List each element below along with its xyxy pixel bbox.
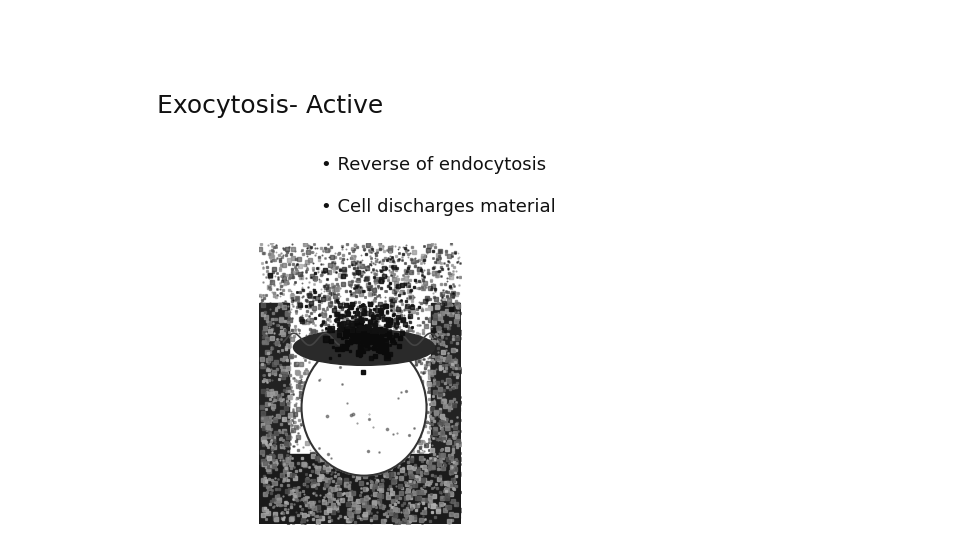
Text: • Cell discharges material: • Cell discharges material — [321, 198, 556, 216]
Ellipse shape — [294, 329, 435, 366]
Text: • Reverse of endocytosis: • Reverse of endocytosis — [321, 156, 546, 174]
Bar — [259, 454, 461, 524]
Text: Exocytosis- Active: Exocytosis- Active — [157, 94, 383, 118]
Bar — [259, 303, 290, 464]
Bar — [430, 303, 461, 464]
Ellipse shape — [301, 339, 426, 476]
